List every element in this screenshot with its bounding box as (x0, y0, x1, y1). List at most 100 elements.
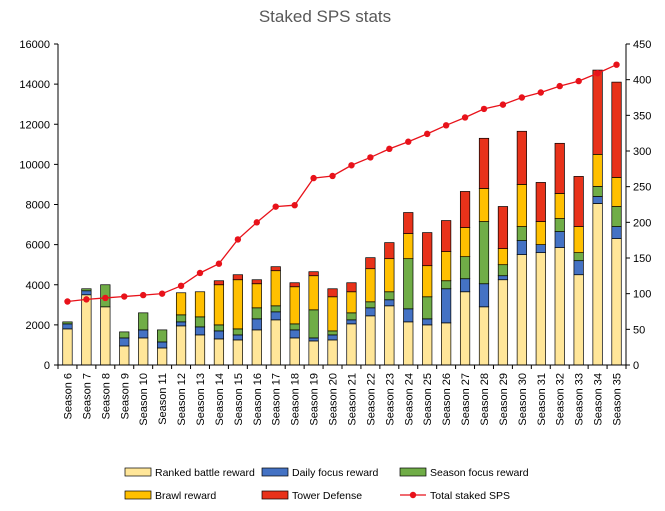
bar-season-focus-reward-season-33 (573, 252, 584, 262)
bar-tower-defense-season-16 (251, 279, 262, 285)
bar-tower-defense-season-15 (232, 274, 243, 281)
bar-season-focus-reward-season-19 (308, 309, 319, 339)
bar-ranked-battle-reward-season-7 (81, 294, 92, 366)
bar-season-focus-reward-season-6 (62, 321, 73, 325)
bar-daily-focus-reward-season-34 (592, 196, 603, 204)
bar-daily-focus-reward-season-9 (119, 337, 130, 347)
y-tick-label-right-300: 300 (633, 146, 651, 158)
bar-daily-focus-reward-season-30 (516, 240, 527, 256)
bar-tower-defense-season-21 (346, 282, 357, 293)
bar-tower-defense-season-23 (384, 242, 395, 260)
bar-season-focus-reward-season-32 (554, 218, 565, 232)
legend-swatch-daily-focus-reward (261, 467, 289, 477)
legend-label-daily-focus-reward: Daily focus reward (292, 467, 379, 479)
bar-brawl-reward-season-27 (459, 227, 471, 258)
bar-ranked-battle-reward-season-14 (213, 338, 225, 366)
legend-label-tower-defense: Tower Defense (292, 490, 362, 502)
bar-brawl-reward-season-19 (308, 275, 319, 311)
bar-season-focus-reward-season-23 (384, 291, 395, 301)
bar-ranked-battle-reward-season-19 (308, 340, 319, 366)
point-total-staked-sps-season-8 (102, 294, 109, 302)
bar-brawl-reward-season-13 (194, 291, 206, 318)
bar-tower-defense-season-22 (365, 257, 376, 270)
bar-season-focus-reward-season-26 (441, 280, 452, 290)
y-tick-label-right-0: 0 (633, 360, 639, 372)
point-total-staked-sps-season-24 (405, 138, 412, 145)
bar-daily-focus-reward-season-16 (251, 318, 262, 331)
bar-season-focus-reward-season-9 (119, 331, 130, 339)
bar-brawl-reward-season-23 (384, 258, 395, 293)
point-total-staked-sps-season-19 (310, 174, 317, 182)
bar-daily-focus-reward-season-20 (327, 334, 338, 341)
bar-daily-focus-reward-season-14 (213, 330, 225, 340)
bar-tower-defense-season-26 (441, 220, 452, 253)
bar-ranked-battle-reward-season-22 (365, 315, 376, 366)
bar-brawl-reward-season-33 (573, 226, 584, 254)
bar-brawl-reward-season-20 (327, 296, 338, 332)
bar-season-focus-reward-season-25 (422, 296, 433, 320)
point-total-staked-sps-season-9 (121, 293, 128, 300)
legend: Ranked battle reward Daily focus reward Se… (124, 467, 529, 502)
bar-daily-focus-reward-season-13 (194, 326, 206, 336)
x-tick-label-season-32: Season 32 (555, 373, 567, 426)
bar-ranked-battle-reward-season-12 (175, 325, 187, 366)
bar-season-focus-reward-season-24 (403, 258, 414, 310)
legend-item-ranked-battle-reward: Ranked battle reward (124, 467, 255, 479)
x-tick-label-season-8: Season 8 (100, 373, 112, 419)
y-tick-label-left-2000: 2000 (26, 320, 50, 332)
y-tick-label-right-350: 350 (633, 110, 651, 122)
bar-tower-defense-season-18 (289, 282, 300, 288)
bar-tower-defense-season-14 (213, 280, 225, 286)
bar-brawl-reward-season-32 (554, 193, 565, 219)
bar-brawl-reward-season-17 (270, 270, 281, 307)
legend-item-tower-defense: Tower Defense (261, 490, 362, 502)
bar-brawl-reward-season-35 (611, 177, 622, 207)
point-total-staked-sps-season-17 (272, 203, 279, 210)
x-tick-label-season-10: Season 10 (138, 373, 150, 426)
x-tick-label-season-12: Season 12 (176, 373, 188, 426)
bar-brawl-reward-season-34 (592, 153, 603, 187)
x-tick-label-season-11: Season 11 (157, 373, 169, 425)
point-total-staked-sps-season-18 (291, 202, 298, 209)
bar-brawl-reward-season-14 (213, 284, 225, 326)
bar-tower-defense-season-35 (611, 81, 622, 178)
point-total-staked-sps-season-16 (253, 219, 260, 226)
bar-daily-focus-reward-season-35 (611, 226, 622, 239)
bar-daily-focus-reward-season-28 (478, 283, 490, 308)
point-total-staked-sps-season-7 (83, 296, 90, 303)
bar-season-focus-reward-season-34 (592, 186, 603, 197)
bar-season-focus-reward-season-15 (232, 328, 243, 336)
point-total-staked-sps-season-15 (234, 236, 242, 243)
bar-ranked-battle-reward-season-11 (157, 347, 168, 366)
y-tick-label-left-16000: 16000 (19, 39, 50, 51)
bar-tower-defense-season-31 (535, 182, 546, 222)
bar-season-focus-reward-season-16 (251, 307, 262, 320)
bar-daily-focus-reward-season-22 (365, 307, 376, 317)
x-tick-label-season-29: Season 29 (498, 373, 510, 426)
x-tick-label-season-26: Season 26 (441, 373, 453, 426)
point-total-staked-sps-season-25 (424, 130, 431, 138)
bar-ranked-battle-reward-season-25 (422, 324, 433, 366)
point-total-staked-sps-season-6 (64, 298, 71, 305)
legend-label-brawl-reward: Brawl reward (155, 490, 216, 502)
x-tick-label-season-20: Season 20 (328, 373, 340, 426)
bar-tower-defense-season-32 (554, 142, 565, 194)
bar-season-focus-reward-season-35 (611, 206, 622, 227)
x-tick-label-season-6: Season 6 (62, 373, 74, 419)
x-tick-label-season-22: Season 22 (365, 373, 377, 426)
bar-ranked-battle-reward-season-35 (611, 238, 622, 366)
bar-brawl-reward-season-18 (289, 286, 300, 325)
bar-ranked-battle-reward-season-31 (535, 252, 546, 366)
bar-season-focus-reward-season-10 (138, 312, 149, 331)
bar-season-focus-reward-season-13 (194, 316, 206, 328)
y-tick-label-left-10000: 10000 (19, 159, 50, 171)
point-total-staked-sps-season-12 (177, 282, 185, 290)
point-total-staked-sps-season-11 (158, 290, 166, 297)
x-tick-label-season-13: Season 13 (195, 373, 207, 426)
bar-season-focus-reward-season-29 (497, 264, 509, 277)
bar-ranked-battle-reward-season-27 (459, 291, 471, 366)
x-tick-label-season-21: Season 21 (346, 373, 358, 426)
bar-tower-defense-season-34 (592, 69, 603, 155)
total-line-layer (64, 61, 620, 305)
